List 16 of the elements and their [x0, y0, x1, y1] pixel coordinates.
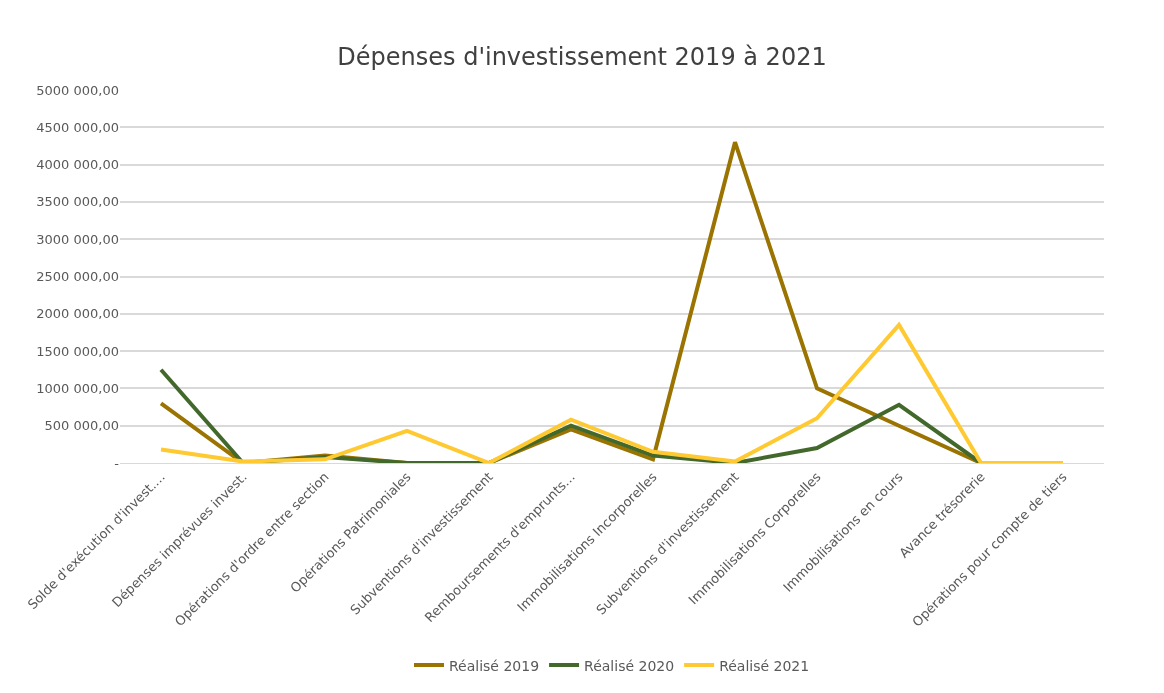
legend-label: Réalisé 2021: [719, 657, 810, 674]
legend-label: Réalisé 2020: [584, 657, 675, 674]
y-tick-label: 1000 000,00: [36, 380, 119, 396]
y-tick-label: 5000 000,00: [36, 82, 119, 98]
y-tick-label: 500 000,00: [44, 418, 119, 434]
y-tick-label: 3000 000,00: [36, 231, 119, 247]
y-tick-label: 3500 000,00: [36, 194, 119, 210]
y-tick-label: 2000 000,00: [36, 306, 119, 322]
legend-label: Réalisé 2019: [449, 657, 540, 674]
y-tick-label: 2500 000,00: [36, 269, 119, 285]
line-series: [159, 322, 1065, 463]
y-tick-label: 4000 000,00: [36, 157, 119, 173]
y-tick-label: 4500 000,00: [36, 119, 119, 135]
y-tick-label: 1500 000,00: [36, 343, 119, 359]
y-tick-label: -: [114, 455, 120, 471]
chart-title: Dépenses d'investissement 2019 à 2021: [337, 43, 827, 72]
